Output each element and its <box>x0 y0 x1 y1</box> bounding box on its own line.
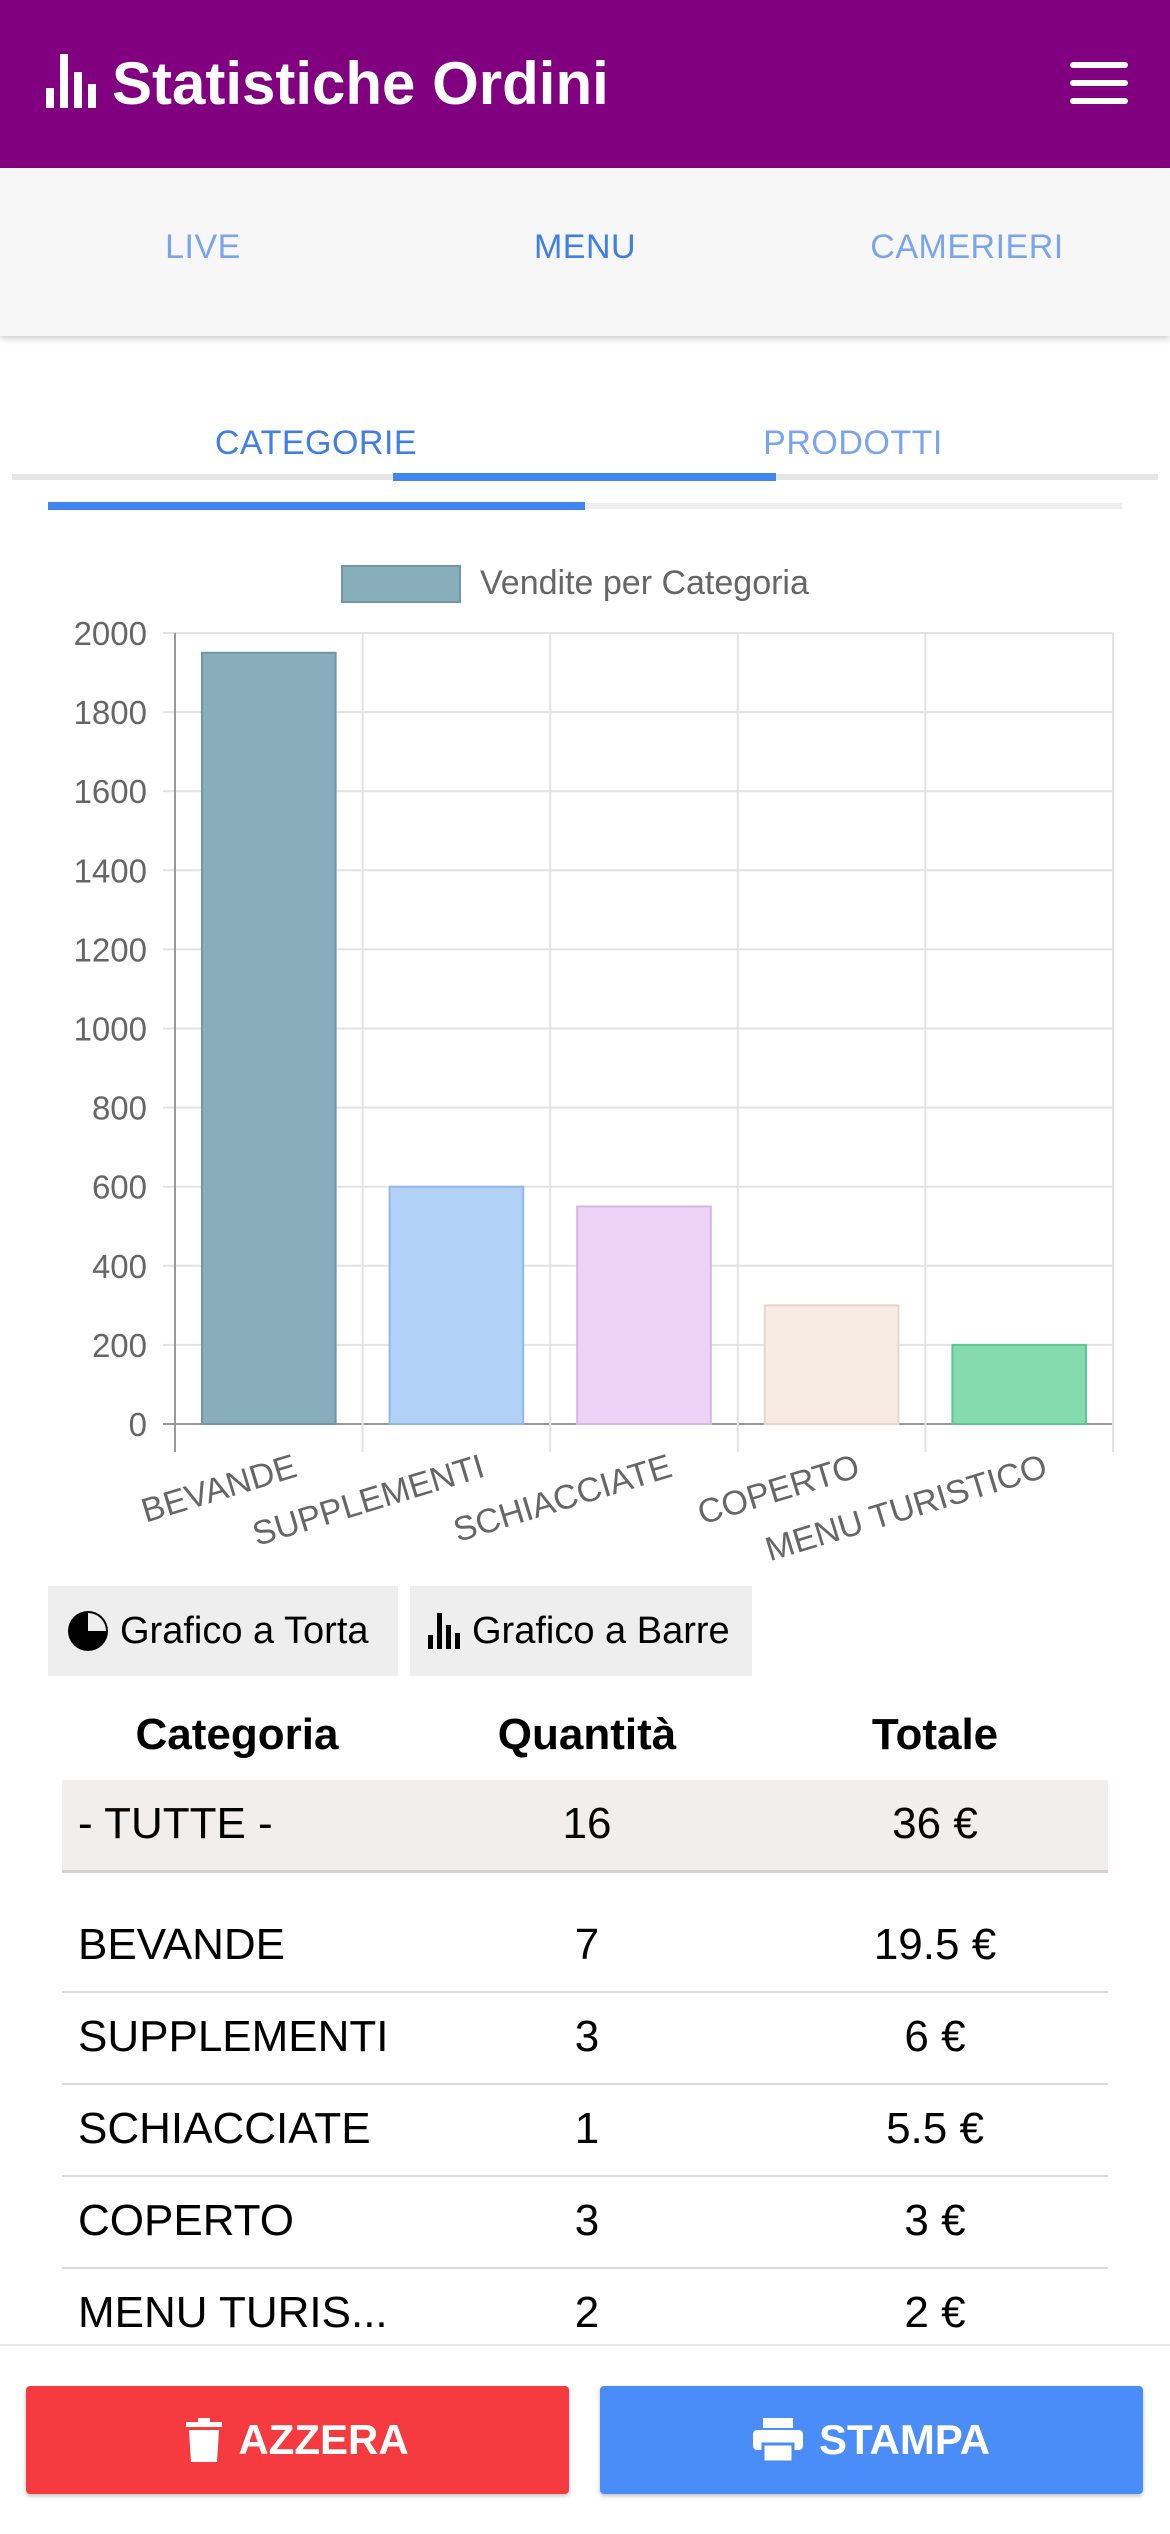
y-tick-label: 1000 <box>74 1011 147 1048</box>
bar <box>763 1304 900 1425</box>
header-categoria: Categoria <box>135 1710 339 1759</box>
table-row[interactable]: COPERTO 3 3 € <box>62 2177 1108 2269</box>
row-category: MENU TURIS... <box>78 2288 388 2337</box>
bar <box>576 1205 712 1425</box>
top-tab-bar: LIVE MENU CAMERIERI <box>0 168 1170 481</box>
sub-tab-track <box>48 503 1122 509</box>
row-category: BEVANDE <box>78 1920 286 1969</box>
row-category: - TUTTE - <box>78 1799 273 1848</box>
pie-chart-button-label: Grafico a Torta <box>120 1609 369 1652</box>
table-row[interactable]: SCHIACCIATE 1 5.5 € <box>62 2085 1108 2177</box>
bar-chart-icon <box>428 1613 460 1649</box>
x-tick-label: SCHIACCIATE <box>449 1447 676 1549</box>
y-tick-label: 200 <box>92 1327 147 1364</box>
print-button-label: STAMPA <box>818 2416 991 2463</box>
y-tick-label: 800 <box>92 1090 147 1127</box>
reset-button[interactable]: AZZERA <box>26 2386 569 2494</box>
row-total: 19.5 € <box>873 1920 997 1969</box>
row-quantity: 7 <box>574 1920 600 1969</box>
tab-categorie[interactable]: CATEGORIE <box>214 424 418 462</box>
table-row[interactable]: BEVANDE 7 19.5 € <box>62 1901 1108 1993</box>
bar-chart-button[interactable]: Grafico a Barre <box>410 1586 752 1676</box>
row-total: 36 € <box>892 1799 978 1848</box>
bar-chart: Vendite per Categoria 0 200 400 600 800 1000 12… <box>74 564 1114 1569</box>
row-quantity: 3 <box>574 2196 600 2245</box>
y-tick-label: 2000 <box>74 615 147 652</box>
hamburger-menu-icon[interactable] <box>1070 62 1128 104</box>
row-quantity: 2 <box>574 2288 600 2337</box>
row-total: 3 € <box>904 2196 966 2245</box>
y-tick-label: 1200 <box>74 931 147 968</box>
footer-bar: AZZERA STAMPA <box>0 2344 1170 2534</box>
header-quantita: Quantità <box>497 1710 677 1759</box>
y-tick-label: 600 <box>92 1169 147 1206</box>
bar <box>201 651 337 1425</box>
bar <box>951 1343 1088 1426</box>
bar <box>388 1185 525 1425</box>
row-category: COPERTO <box>78 2196 294 2245</box>
row-category: SUPPLEMENTI <box>78 2012 389 2061</box>
print-button[interactable]: STAMPA <box>600 2386 1143 2494</box>
y-tick-label: 0 <box>129 1406 147 1443</box>
header-totale: Totale <box>871 1710 999 1759</box>
row-quantity: 3 <box>574 2012 600 2061</box>
pie-chart-icon <box>68 1611 108 1651</box>
table-row-total[interactable]: - TUTTE - 16 36 € <box>62 1780 1108 1873</box>
reset-button-label: AZZERA <box>238 2416 409 2463</box>
row-quantity: 16 <box>562 1799 612 1848</box>
y-tick-label: 400 <box>92 1248 147 1285</box>
row-total: 2 € <box>904 2288 966 2337</box>
tab-active-indicator <box>393 473 776 481</box>
legend-swatch <box>341 565 461 603</box>
y-tick-label: 1400 <box>74 852 147 889</box>
row-total: 5.5 € <box>886 2104 984 2153</box>
trash-icon <box>186 2418 223 2462</box>
tab-camerieri[interactable]: CAMERIERI <box>870 228 1064 266</box>
bar-chart-button-label: Grafico a Barre <box>472 1609 730 1652</box>
pie-chart-button[interactable]: Grafico a Torta <box>48 1586 398 1676</box>
row-quantity: 1 <box>574 2104 600 2153</box>
y-tick-label: 1600 <box>74 773 147 810</box>
sub-tab-active-indicator <box>48 502 585 510</box>
table-header: Categoria Quantità Totale <box>62 1700 1108 1790</box>
tab-menu[interactable]: MENU <box>533 228 637 266</box>
app-header: Statistiche Ordini <box>0 0 1170 168</box>
bar-chart-icon <box>46 54 96 108</box>
row-total: 6 € <box>904 2012 966 2061</box>
y-tick-label: 1800 <box>74 694 147 731</box>
legend-label: Vendite per Categoria <box>480 564 809 602</box>
table-row[interactable]: MENU TURIS... 2 2 € <box>62 2269 1108 2359</box>
tab-prodotti[interactable]: PRODOTTI <box>763 424 943 462</box>
table-row[interactable]: SUPPLEMENTI 3 6 € <box>62 1993 1108 2085</box>
row-category: SCHIACCIATE <box>78 2104 371 2153</box>
tab-live[interactable]: LIVE <box>165 228 241 266</box>
category-table: Categoria Quantità Totale - TUTTE - 16 3… <box>62 1700 1108 2359</box>
page-title: Statistiche Ordini <box>112 50 609 117</box>
printer-icon <box>752 2418 803 2462</box>
